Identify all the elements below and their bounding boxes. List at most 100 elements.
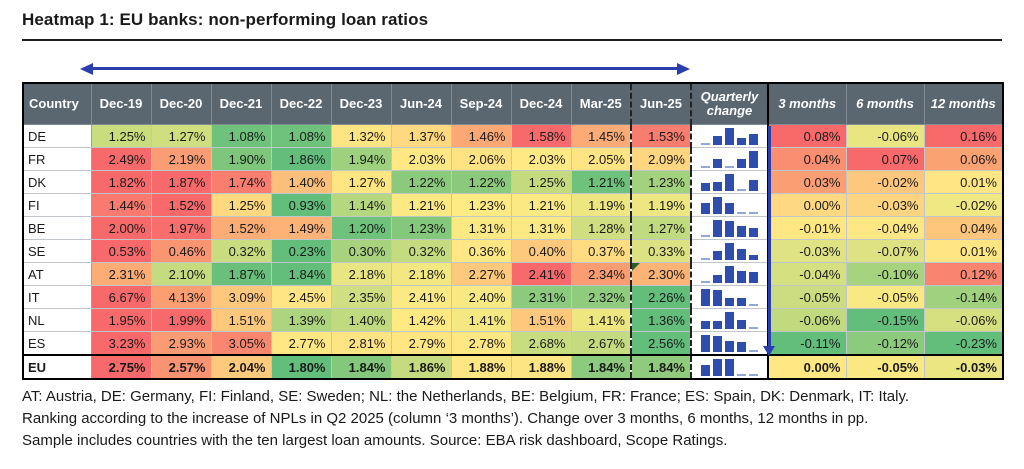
value-cell: 0.37% [570, 239, 632, 263]
value-cell: 1.51% [210, 308, 272, 332]
spark-bar [713, 290, 722, 306]
value-cell: 1.87% [210, 262, 272, 286]
column-header-date: Sep-24 [450, 82, 512, 125]
change-cell: 0.00% [767, 354, 847, 380]
quarterly-change-sparkline [695, 217, 764, 239]
value-cell: 3.09% [210, 285, 272, 309]
country-cell: EU [22, 354, 92, 380]
value-cell: 2.93% [150, 331, 212, 356]
value-cell: 1.23% [390, 216, 452, 240]
change-cell: 0.07% [845, 147, 925, 171]
column-header-change: 12 months [923, 82, 1004, 125]
value-cell: 2.26% [630, 285, 692, 309]
column-header-date: Dec-21 [210, 82, 272, 125]
country-cell: FI [22, 193, 92, 217]
title-divider [22, 39, 1002, 41]
value-cell: 0.32% [210, 239, 272, 263]
spark-bar [713, 251, 722, 260]
value-cell: 2.27% [450, 262, 512, 286]
table-row: AT 2.31% 2.10% 1.87% 1.84% 2.18% 2.18% 2.27% 2.4… [22, 262, 1004, 286]
value-cell: 1.41% [570, 308, 632, 332]
value-cell: 2.41% [390, 285, 452, 309]
value-cell: 1.52% [210, 216, 272, 240]
value-cell: 0.46% [150, 239, 212, 263]
value-cell: 1.20% [330, 216, 392, 240]
spark-bar [725, 128, 734, 145]
spark-bar [713, 359, 722, 376]
value-cell: 1.44% [90, 193, 152, 217]
value-cell: 2.49% [90, 147, 152, 171]
value-cell: 2.31% [510, 285, 572, 309]
spark-bar [701, 365, 710, 376]
value-cell: 2.31% [90, 262, 152, 286]
table-row: SE 0.53% 0.46% 0.32% 0.23% 0.30% 0.32% 0.36% 0.4… [22, 239, 1004, 263]
value-cell: 1.08% [270, 124, 332, 148]
table-row: DE 1.25% 1.27% 1.08% 1.08% 1.32% 1.37% 1.46% 1.5… [22, 124, 1004, 148]
table-row: DK 1.82% 1.87% 1.74% 1.40% 1.27% 1.22% 1.22% 1.2… [22, 170, 1004, 194]
column-header-quarterly-change: Quarterly change [690, 82, 769, 125]
value-cell: 1.21% [570, 170, 632, 194]
spark-bar [713, 159, 722, 168]
spark-bar [725, 166, 734, 168]
value-cell: 2.56% [630, 331, 692, 356]
value-cell: 1.86% [270, 147, 332, 171]
sparkline-cell [690, 193, 769, 217]
value-cell: 1.27% [630, 216, 692, 240]
spark-bar [725, 312, 734, 329]
value-cell: 2.41% [510, 262, 572, 286]
change-cell: 0.04% [923, 216, 1004, 240]
value-cell: 1.82% [90, 170, 152, 194]
change-cell: -0.07% [845, 239, 925, 263]
value-cell: 0.53% [90, 239, 152, 263]
value-cell: 1.23% [450, 193, 512, 217]
header-row: Country Dec-19 Dec-20 Dec-21 Dec-22 Dec-23 Jun… [22, 82, 1004, 125]
sparkline-cell [690, 308, 769, 332]
spark-bar [737, 374, 746, 376]
spark-bar [713, 336, 722, 352]
country-cell: ES [22, 331, 92, 356]
spark-bar [701, 289, 710, 306]
value-cell: 1.41% [450, 308, 512, 332]
spark-bar [713, 220, 722, 237]
spark-bar [713, 275, 722, 283]
value-cell: 2.75% [90, 354, 152, 380]
sparkline-cell [690, 285, 769, 309]
value-cell: 1.19% [570, 193, 632, 217]
footnote-line: Sample includes countries with the ten l… [22, 432, 728, 449]
arrow-head-icon [763, 346, 775, 356]
spark-bar [725, 203, 734, 214]
value-cell: 2.03% [510, 147, 572, 171]
change-cell: -0.03% [845, 193, 925, 217]
value-cell: 4.13% [150, 285, 212, 309]
value-cell: 6.67% [90, 285, 152, 309]
value-cell: 0.23% [270, 239, 332, 263]
spark-bar [701, 203, 710, 214]
spark-bar [725, 221, 734, 237]
change-cell: -0.02% [923, 193, 1004, 217]
value-cell: 1.53% [630, 124, 692, 148]
value-cell: 1.27% [150, 124, 212, 148]
column-header-change: 3 months [767, 82, 847, 125]
footnote-line: AT: Austria, DE: Germany, FI: Finland, S… [22, 388, 910, 405]
change-cell: -0.06% [767, 308, 847, 332]
spark-bar [749, 228, 758, 237]
change-cell: -0.03% [923, 354, 1004, 380]
value-cell: 2.05% [570, 147, 632, 171]
value-cell: 2.35% [330, 285, 392, 309]
value-cell: 1.84% [570, 354, 632, 380]
value-cell: 1.25% [90, 124, 152, 148]
column-header-change: 6 months [845, 82, 925, 125]
sparkline-cell [690, 170, 769, 194]
column-header-date: Dec-22 [270, 82, 332, 125]
table-row: BE 2.00% 1.97% 1.52% 1.49% 1.20% 1.23% 1.31% 1.3… [22, 216, 1004, 240]
country-cell: DK [22, 170, 92, 194]
spark-bar [749, 151, 758, 168]
change-cell: -0.05% [845, 285, 925, 309]
change-cell: -0.04% [845, 216, 925, 240]
table-row: IT 6.67% 4.13% 3.09% 2.45% 2.35% 2.41% 2.40% 2.3… [22, 285, 1004, 309]
spark-bar [749, 134, 758, 145]
value-cell: 0.32% [390, 239, 452, 263]
spark-bar [749, 272, 758, 283]
value-cell: 1.39% [270, 308, 332, 332]
sparkline-cell [690, 262, 769, 286]
